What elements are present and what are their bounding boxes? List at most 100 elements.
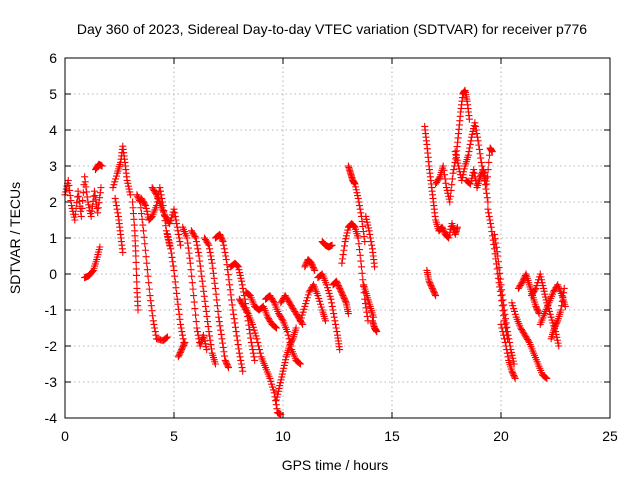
data-point	[78, 204, 86, 212]
data-point	[211, 360, 219, 368]
data-point	[210, 274, 218, 282]
data-point	[97, 184, 105, 192]
data-point	[229, 306, 237, 314]
axis-ticks: -4 -3 -2 -1 0 1 2 3 4 5 6 0 5 10 15 20 25	[45, 50, 618, 444]
data-point	[487, 220, 495, 228]
data-point	[126, 191, 134, 199]
data-point	[503, 323, 511, 331]
data-point	[249, 346, 257, 354]
data-point	[331, 317, 339, 325]
data-point	[143, 266, 151, 274]
data-point	[175, 234, 183, 242]
data-point	[344, 310, 352, 318]
x-tick-label: 15	[384, 428, 400, 444]
data-point	[245, 325, 253, 333]
data-point	[184, 244, 192, 252]
data-point	[228, 301, 236, 309]
data-point	[440, 166, 448, 174]
data-point	[494, 252, 502, 260]
data-point	[199, 282, 207, 290]
data-point	[493, 248, 501, 256]
data-point	[272, 323, 280, 331]
data-point	[173, 220, 181, 228]
data-point	[482, 185, 490, 193]
data-point	[169, 262, 177, 270]
data-point	[233, 336, 241, 344]
data-point	[145, 285, 153, 293]
data-point	[220, 245, 228, 253]
data-point	[194, 248, 202, 256]
data-point	[168, 253, 176, 261]
data-point	[206, 248, 214, 256]
data-point	[495, 264, 503, 272]
data-point	[205, 328, 213, 336]
data-point	[373, 328, 381, 336]
data-point	[209, 269, 217, 277]
data-point	[188, 279, 196, 287]
data-point	[90, 192, 98, 200]
data-point	[498, 291, 506, 299]
data-point	[162, 222, 170, 230]
data-point	[446, 198, 454, 206]
data-point	[541, 373, 549, 381]
data-point	[357, 263, 365, 271]
data-point	[473, 133, 481, 141]
data-point	[112, 198, 120, 206]
data-point	[499, 296, 507, 304]
data-point	[98, 162, 106, 170]
data-point	[247, 338, 255, 346]
data-point	[138, 210, 146, 218]
data-point	[485, 212, 493, 220]
data-point	[247, 334, 255, 342]
data-point	[203, 346, 211, 354]
data-point	[203, 312, 211, 320]
data-point	[83, 193, 91, 201]
data-point	[498, 324, 506, 332]
data-point	[317, 271, 325, 279]
data-point	[215, 318, 223, 326]
data-point	[296, 359, 304, 367]
data-point	[361, 238, 369, 246]
data-point	[442, 179, 450, 187]
data-point	[496, 275, 504, 283]
data-point	[361, 300, 369, 308]
data-point	[484, 198, 492, 206]
data-point	[471, 122, 479, 130]
data-point	[470, 169, 478, 177]
data-point	[498, 286, 506, 294]
data-point	[75, 192, 83, 200]
data-point	[94, 209, 102, 217]
data-point	[333, 328, 341, 336]
data-point	[448, 181, 456, 189]
data-point	[171, 209, 179, 217]
data-point	[151, 324, 159, 332]
data-point	[238, 281, 246, 289]
data-point	[501, 310, 509, 318]
data-point	[134, 306, 142, 314]
data-point	[234, 262, 242, 270]
data-point	[74, 187, 82, 195]
data-point	[441, 171, 449, 179]
data-point	[150, 320, 158, 328]
data-point	[485, 209, 493, 217]
data-point	[167, 245, 175, 253]
data-point	[272, 397, 280, 405]
data-point	[119, 248, 127, 256]
x-tick-label: 25	[602, 428, 618, 444]
data-point	[196, 262, 204, 270]
data-point	[81, 178, 89, 186]
data-point	[172, 216, 180, 224]
data-point	[192, 234, 200, 242]
data-point	[499, 328, 507, 336]
data-point	[73, 193, 81, 201]
data-point	[179, 331, 187, 339]
data-point	[188, 272, 196, 280]
data-point	[357, 257, 365, 265]
data-point	[256, 349, 264, 357]
data-point	[66, 186, 74, 194]
data-point	[220, 241, 228, 249]
data-point	[228, 296, 236, 304]
data-point	[176, 315, 184, 323]
data-point	[67, 197, 75, 205]
data-point	[152, 189, 160, 197]
